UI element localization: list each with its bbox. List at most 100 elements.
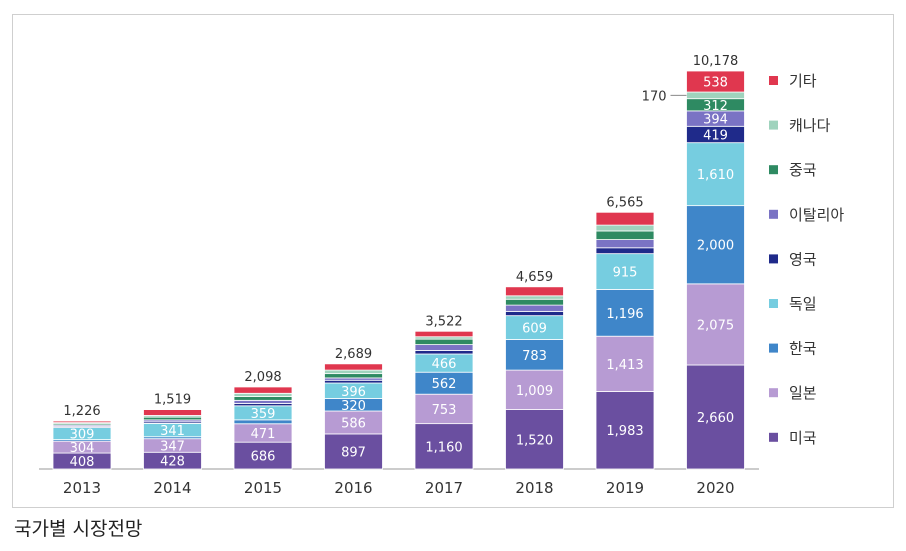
data-label: 312 [703, 99, 728, 114]
data-label: 686 [251, 450, 276, 465]
bar-segment-2015-캐나다 [233, 392, 293, 397]
figure-caption: 국가별 시장전망 [14, 518, 143, 540]
total-label-2016: 2,689 [335, 347, 372, 362]
total-label-2018: 4,659 [516, 270, 553, 285]
data-label: 347 [160, 439, 185, 454]
x-tick-label-2018: 2018 [515, 479, 553, 497]
legend-swatch-일본 [769, 388, 778, 398]
bar-segment-2017-중국 [414, 338, 474, 346]
bar-segment-2017-기타 [414, 330, 474, 338]
x-tick-label-2015: 2015 [244, 479, 282, 497]
total-label-2020: 10,178 [693, 54, 739, 69]
bar-segment-2016-기타 [324, 363, 383, 371]
bar-segment-2017-이탈리아 [414, 344, 474, 351]
legend-label-영국: 영국 [789, 250, 817, 268]
legend-label-독일: 독일 [789, 295, 817, 313]
data-label: 586 [341, 416, 366, 431]
bar-segment-2018-미국 [505, 409, 564, 470]
bar-segment-2019-영국 [595, 247, 655, 255]
chart-frame: 408 304 309 1,226 2013 428 347 341 1,519 2014 686 4… [12, 14, 894, 508]
data-label: 1,413 [606, 358, 643, 373]
bar-segment-2016-캐나다 [324, 369, 383, 375]
legend-swatch-캐나다 [769, 120, 778, 130]
bar-segment-2020-캐나다 [686, 91, 745, 100]
legend-label-미국: 미국 [789, 429, 817, 447]
bar-segment-2016-영국 [324, 379, 383, 384]
bar-segment-2017-영국 [414, 350, 474, 355]
bar-segment-2018-캐나다 [505, 295, 564, 300]
data-label: 428 [160, 455, 185, 470]
data-label: 341 [160, 424, 185, 439]
data-label: 320 [341, 399, 366, 414]
bar-segment-2018-영국 [505, 310, 564, 317]
bar-segment-2019-미국 [595, 391, 655, 470]
bar-segment-2020-독일 [686, 142, 745, 207]
total-label-2019: 6,565 [606, 195, 643, 210]
data-label: 359 [251, 407, 276, 422]
bar-segment-2013-기타 [52, 420, 112, 424]
bar-segment-2018-한국 [505, 339, 564, 371]
bar-segment-2020-미국 [686, 364, 745, 470]
legend-swatch-한국 [769, 343, 778, 353]
data-label: 783 [522, 349, 547, 364]
data-label: 309 [70, 428, 95, 443]
x-tick-label-2014: 2014 [153, 479, 191, 497]
legend-swatch-독일 [769, 299, 778, 308]
annotation-label: 170 [642, 89, 667, 104]
data-label: 2,660 [697, 411, 734, 426]
bar-segment-2019-캐나다 [595, 224, 655, 232]
data-label: 1,160 [425, 440, 462, 455]
bar-segment-2015-중국 [233, 396, 293, 401]
data-label: 609 [522, 322, 547, 337]
data-label: 2,000 [697, 239, 734, 254]
bar-segment-2017-일본 [414, 393, 474, 425]
bar-segment-2014-중국 [143, 416, 202, 421]
bar-segment-2019-일본 [595, 335, 655, 392]
bar-segment-2018-기타 [505, 286, 564, 297]
bar-segment-2019-이탈리아 [595, 239, 655, 249]
legend-label-일본: 일본 [789, 384, 817, 402]
bar-segment-2019-기타 [595, 211, 655, 226]
legend-swatch-영국 [769, 254, 778, 264]
total-label-2017: 3,522 [425, 314, 462, 329]
bar-segment-2018-일본 [505, 369, 564, 410]
bar-segment-2019-독일 [595, 253, 655, 290]
bar-segment-2015-이탈리아 [233, 399, 293, 404]
data-label: 1,196 [606, 307, 643, 322]
data-label: 562 [432, 377, 457, 392]
legend-label-이탈리아: 이탈리아 [789, 206, 844, 224]
legend-swatch-미국 [769, 432, 778, 442]
bar-segment-2016-미국 [324, 433, 383, 470]
bar-segment-2019-중국 [595, 230, 655, 240]
data-label: 915 [613, 266, 638, 281]
data-label: 2,075 [697, 318, 734, 333]
bar-segment-2018-중국 [505, 298, 564, 306]
bar-segment-2020-기타 [686, 70, 745, 93]
x-tick-label-2013: 2013 [63, 479, 101, 497]
data-label: 394 [703, 113, 728, 128]
legend-swatch-기타 [769, 76, 778, 85]
legend-label-기타: 기타 [789, 72, 817, 90]
data-label: 408 [70, 455, 95, 470]
data-label: 1,983 [606, 424, 643, 439]
total-label-2013: 1,226 [63, 404, 100, 419]
bar-segment-2017-미국 [414, 423, 474, 470]
legend-label-캐나다: 캐나다 [789, 117, 831, 135]
x-tick-label-2016: 2016 [334, 479, 372, 497]
x-tick-label-2020: 2020 [696, 479, 734, 497]
legend-label-중국: 중국 [789, 161, 817, 179]
bar-segment-2019-한국 [595, 289, 655, 337]
bar-segment-2014-기타 [143, 409, 202, 416]
total-label-2014: 1,519 [154, 393, 191, 408]
legend-swatch-이탈리아 [769, 209, 778, 219]
legend-swatch-중국 [769, 165, 778, 175]
total-label-2015: 2,098 [244, 370, 281, 385]
data-label: 466 [432, 357, 457, 372]
bar-segment-2015-기타 [233, 386, 293, 394]
data-label: 396 [341, 385, 366, 400]
data-label: 1,009 [516, 384, 553, 399]
data-label: 753 [432, 403, 457, 418]
bar-segment-2016-중국 [324, 373, 383, 379]
data-label: 419 [703, 128, 728, 143]
